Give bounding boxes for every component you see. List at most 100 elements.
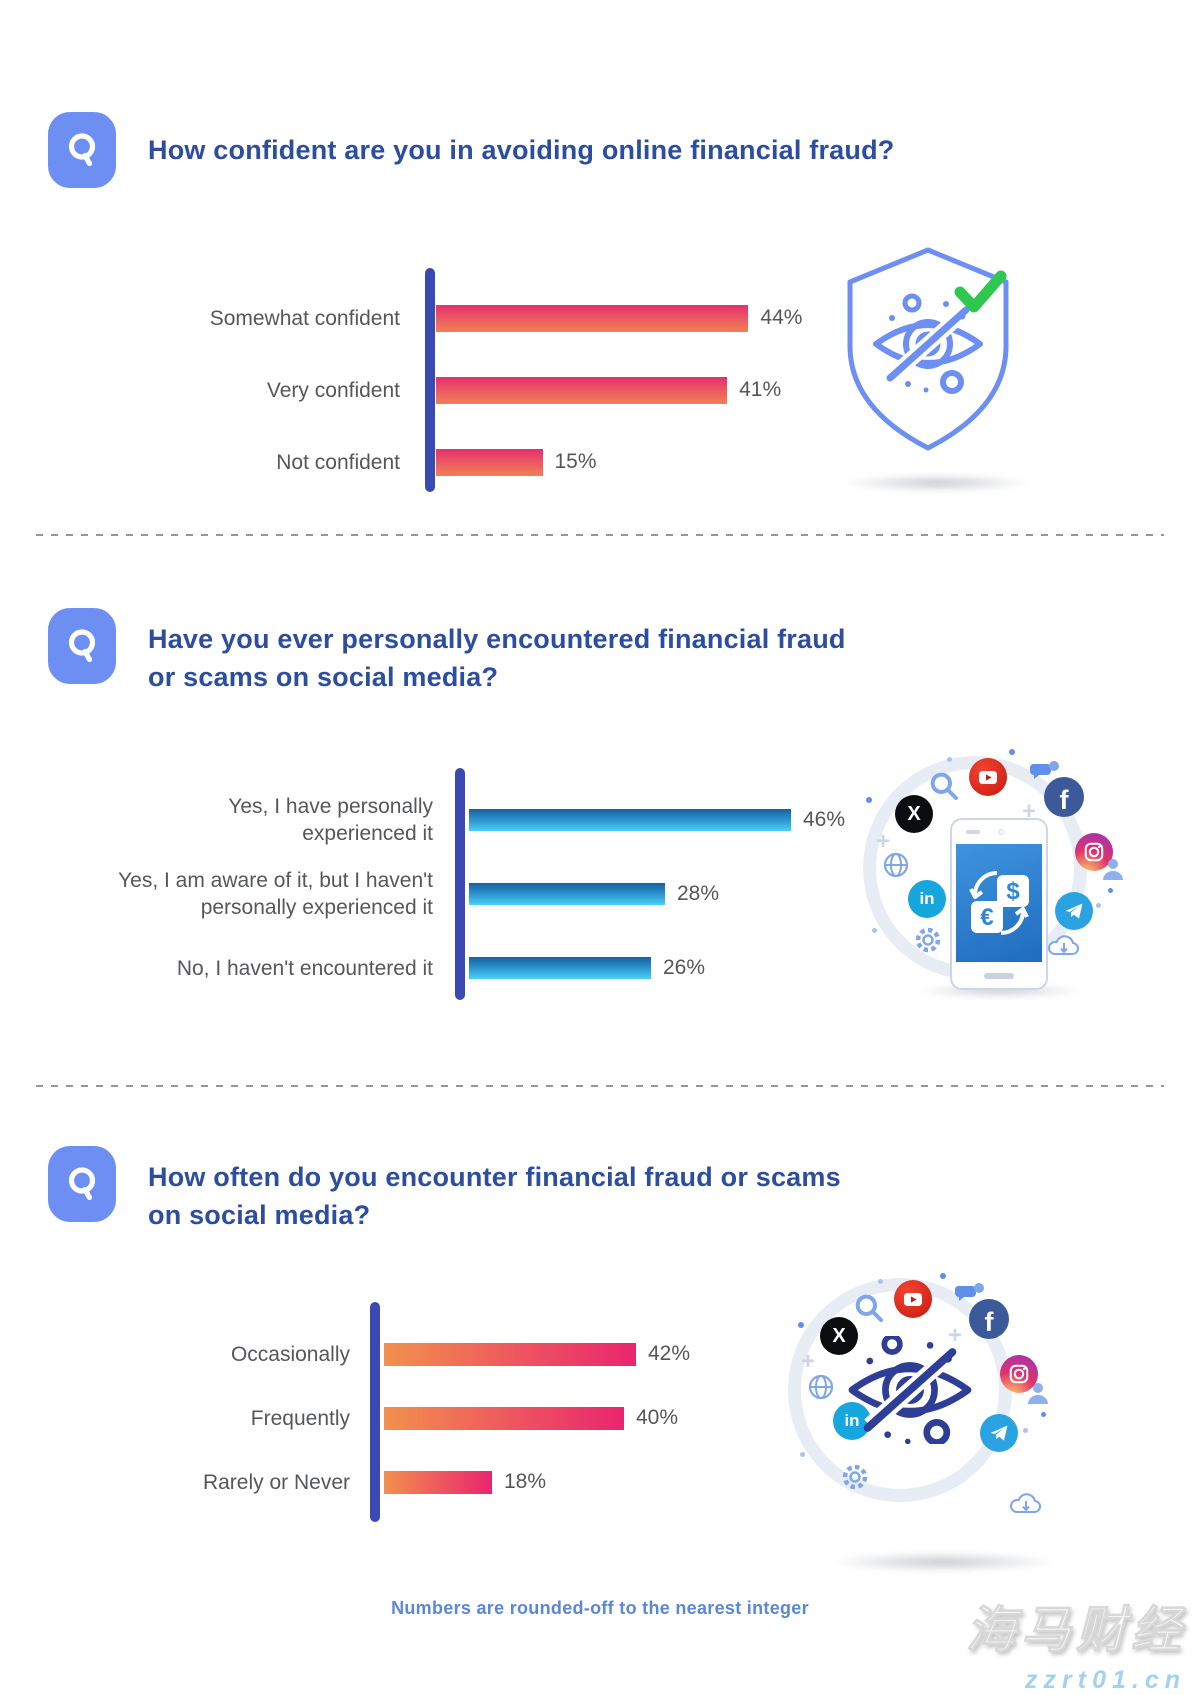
bar-label: Frequently [250,1406,350,1430]
footer-note: Numbers are rounded-off to the nearest i… [391,1598,809,1618]
question-2-line2: or scams on social media? [148,662,499,692]
phone-camera [998,829,1004,835]
bar-not-encountered [469,957,651,979]
watermark-brand: 海马财经 [966,1602,1186,1659]
decor-dot [800,1452,805,1457]
cloud-download-icon [1008,1490,1044,1523]
bar-label: No, I haven't encountered it [176,956,433,980]
youtube-icon [969,758,1007,796]
bar-track: 26% [469,956,1169,980]
bar-track: 15% [436,448,1146,476]
gear-icon [840,1462,870,1497]
chart-3-axis [370,1302,380,1522]
telegram-icon [980,1414,1018,1452]
decor-dot [1108,888,1113,893]
linkedin-icon: in [908,880,946,918]
shield-privacy-illustration [828,240,1028,480]
instagram-icon [1075,833,1113,871]
bar-track: 42% [384,1342,984,1366]
decor-dot [1096,903,1101,908]
gear-icon [913,925,943,960]
chart-1-row-3: Not confident 15% [0,434,1146,490]
svg-text:$: $ [1006,878,1020,905]
bar-frequently [384,1406,624,1430]
bar-label: Yes, I have personally experienced it [228,795,433,845]
user-icon [1027,1382,1049,1411]
question-3-line2: on social media? [148,1200,371,1230]
chart-2-row-2: Yes, I am aware of it, but I haven't per… [0,866,1169,922]
chart-1-axis [425,268,435,492]
bar-track: 28% [469,882,1169,906]
bar-very-confident [436,376,728,404]
bar-value: 18% [504,1470,547,1493]
watermark-site: zzrt01.cn [1025,1666,1186,1694]
x-glyph: X [907,802,921,825]
section-divider-1 [36,534,1164,536]
x-glyph: X [832,1324,846,1347]
cloud-download-icon [1046,932,1082,965]
bar-value: 42% [648,1342,691,1365]
bar-label: Very confident [266,378,400,402]
decor-dot [878,1279,883,1284]
decor-dot [1009,749,1015,755]
chart-3-row-2: Frequently 40% [0,1390,984,1446]
question-3-line1: How often do you encounter financial fra… [148,1162,841,1192]
x-twitter-icon: X [820,1317,858,1355]
x-twitter-icon: X [895,795,933,833]
bar-track: 44% [436,304,1146,332]
question-1-line1: How confident are you in avoiding online… [148,135,895,165]
linkedin-icon: in [833,1402,871,1440]
bar-track: 40% [384,1406,984,1430]
bar-track: 18% [384,1470,984,1494]
chart-2-axis [455,768,465,1000]
chat-bubbles-icon [1029,760,1060,789]
chat-bubbles-icon [954,1282,985,1311]
facebook-icon: f [969,1299,1009,1339]
bar-somewhat-confident [436,304,749,332]
chart-2-row-3: No, I haven't encountered it 26% [0,940,1169,996]
bar-label: Yes, I am aware of it, but I haven't per… [118,869,433,919]
bar-label: Somewhat confident [209,306,400,330]
currency-exchange-icon: $ € [969,871,1029,935]
chart-3-row-3: Rarely or Never 18% [0,1454,984,1510]
instagram-icon [1000,1355,1038,1393]
decor-dot [940,1273,946,1279]
bar-value: 46% [803,808,846,831]
ring-shadow [828,1552,1058,1572]
bar-label: Not confident [276,450,400,474]
phone-home-indicator [984,973,1014,979]
smartphone-illustration: $ € [950,818,1048,990]
youtube-icon [894,1280,932,1318]
chart-2-row-1: Yes, I have personally experienced it 46… [0,792,1169,848]
in-glyph: in [919,889,935,908]
bar-occasionally [384,1342,636,1366]
globe-icon [882,851,910,884]
question-icon-badge [48,1146,116,1222]
bar-not-confident [436,448,543,476]
bar-value: 15% [554,450,597,473]
bar-value: 28% [677,882,720,905]
search-icon [928,770,960,807]
bar-personally-experienced [469,809,791,831]
magnifier-q-icon [62,128,102,172]
question-icon-badge [48,608,116,684]
phone-speaker [966,830,980,834]
decor-dot [872,928,877,933]
bar-value: 40% [636,1406,679,1429]
bar-value: 26% [663,956,706,979]
bar-label: Rarely or Never [202,1470,350,1494]
bar-label: Occasionally [230,1342,350,1366]
decor-dot [866,797,872,803]
f-glyph: f [1059,784,1069,815]
bar-value: 44% [760,306,803,329]
question-icon-badge [48,112,116,188]
bar-track: 46% [469,808,1169,832]
question-2-line1: Have you ever personally encountered fin… [148,624,846,654]
question-2-title: Have you ever personally encountered fin… [148,620,846,696]
question-3-title: How often do you encounter financial fra… [148,1158,841,1234]
question-1-title: How confident are you in avoiding online… [148,131,894,169]
telegram-icon [1055,892,1093,930]
chart-1-row-1: Somewhat confident 44% [0,290,1146,346]
bar-value: 41% [739,378,782,401]
magnifier-q-icon [62,1162,102,1206]
